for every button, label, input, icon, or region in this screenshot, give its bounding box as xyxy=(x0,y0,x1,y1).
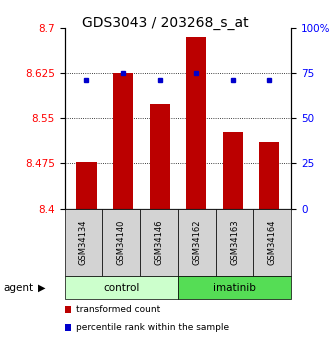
Text: GSM34162: GSM34162 xyxy=(192,220,201,265)
Text: GSM34164: GSM34164 xyxy=(268,220,277,265)
Text: GSM34140: GSM34140 xyxy=(117,220,126,265)
Text: GSM34163: GSM34163 xyxy=(230,219,239,265)
Text: ▶: ▶ xyxy=(38,283,46,293)
Bar xyxy=(223,132,243,209)
Text: percentile rank within the sample: percentile rank within the sample xyxy=(76,323,229,332)
Text: control: control xyxy=(103,283,139,293)
Bar xyxy=(150,104,170,209)
Text: GSM34146: GSM34146 xyxy=(155,220,164,265)
Text: agent: agent xyxy=(3,283,33,293)
Text: GDS3043 / 203268_s_at: GDS3043 / 203268_s_at xyxy=(82,16,249,30)
Bar xyxy=(186,37,206,209)
Bar xyxy=(76,162,97,209)
Bar xyxy=(113,73,133,209)
Text: GSM34134: GSM34134 xyxy=(79,220,88,265)
Bar xyxy=(259,142,279,209)
Text: imatinib: imatinib xyxy=(213,283,256,293)
Text: transformed count: transformed count xyxy=(76,305,160,314)
